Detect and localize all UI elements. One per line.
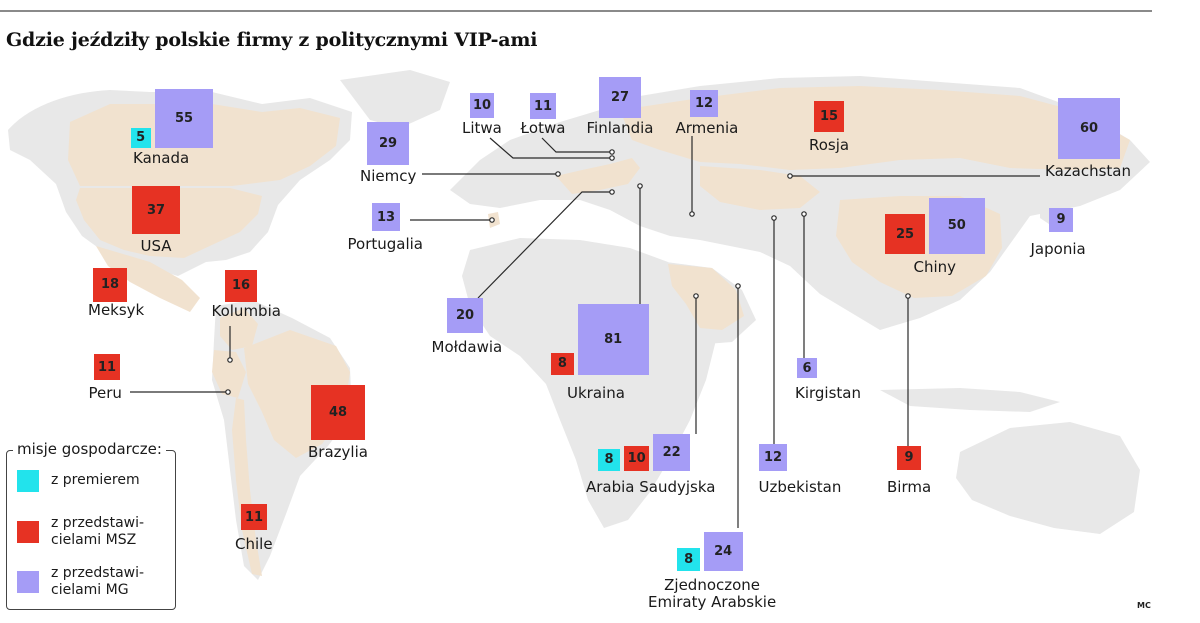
legend-swatch-prem <box>17 470 39 492</box>
dot-litwa <box>609 155 615 161</box>
land-greenland <box>340 70 450 128</box>
dot-zea <box>735 283 741 289</box>
hl-europa <box>556 158 640 194</box>
dot-arabia <box>693 293 699 299</box>
marker-moldawia-mg: 20 <box>447 298 483 334</box>
marker-lotwa-mg: 11 <box>529 93 557 120</box>
dot-birma <box>905 293 911 299</box>
marker-arabia-saudyjska-msz: 10 <box>624 446 650 472</box>
country-label-kazachstan: Kazachstan <box>1045 162 1131 180</box>
marker-brazylia-msz: 48 <box>310 385 366 440</box>
country-label-kolumbia: Kolumbia <box>211 302 281 320</box>
marker-usa-msz: 37 <box>131 186 181 235</box>
legend: misje gospodarcze: z premierem z przedst… <box>6 440 176 610</box>
legend-title: misje gospodarcze: <box>13 440 166 458</box>
country-label-chiny: Chiny <box>913 258 957 276</box>
dot-kolumbia <box>227 357 233 363</box>
land-africa <box>462 238 716 528</box>
marker-kolumbia-msz: 16 <box>225 270 257 302</box>
legend-swatch-msz <box>17 521 39 543</box>
dot-kirgistan <box>801 211 807 217</box>
marker-meksyk-msz: 18 <box>93 268 127 302</box>
hl-meksyk <box>96 246 200 312</box>
leader-lotwa <box>541 137 612 153</box>
country-label-peru: Peru <box>88 384 122 402</box>
marker-finlandia-mg: 27 <box>599 77 641 119</box>
country-label-meksyk: Meksyk <box>88 301 145 319</box>
country-label-uzbekistan: Uzbekistan <box>758 478 842 496</box>
country-label-moldawia: Mołdawia <box>431 338 503 356</box>
marker-chiny-msz: 25 <box>885 214 925 254</box>
dot-armenia <box>689 211 695 217</box>
marker-litwa-mg: 10 <box>469 93 495 118</box>
credit: MC <box>1137 601 1151 610</box>
marker-kanada-mg: 55 <box>154 89 214 148</box>
dot-peru <box>225 389 231 395</box>
country-label-arabia-saudyjska: Arabia Saudyjska <box>586 478 716 496</box>
marker-chile-msz: 11 <box>240 504 268 531</box>
marker-zjednoczone-emiraty-arabskie-prem: 8 <box>677 548 700 571</box>
country-label-kirgistan: Kirgistan <box>795 384 861 402</box>
dot-kazachstan <box>787 173 793 179</box>
dot-moldawia <box>609 189 615 195</box>
marker-chiny-mg: 50 <box>928 198 985 254</box>
country-label-zjednoczone-emiraty-arabskie: Zjednoczone Emiraty Arabskie <box>648 576 777 611</box>
hl-arabia-saudyjska <box>668 264 744 330</box>
marker-portugalia-mg: 13 <box>371 203 401 232</box>
dot-niemcy <box>555 171 561 177</box>
dot-uzbekistan <box>771 215 777 221</box>
country-label-litwa: Litwa <box>462 119 502 137</box>
marker-birma-msz: 9 <box>897 446 921 470</box>
hl-rosja <box>620 86 1130 170</box>
top-rule <box>0 10 1152 12</box>
marker-niemcy-mg: 29 <box>366 122 410 165</box>
country-label-chile: Chile <box>235 535 273 553</box>
marker-kirgistan-mg: 6 <box>797 358 817 378</box>
land-australia <box>956 422 1140 534</box>
dot-portugalia <box>489 217 495 223</box>
country-label-rosja: Rosja <box>809 136 850 154</box>
marker-arabia-saudyjska-prem: 8 <box>597 448 621 472</box>
country-label-usa: USA <box>140 237 172 255</box>
country-label-birma: Birma <box>887 478 932 496</box>
marker-ukraina-mg: 81 <box>577 304 649 376</box>
marker-ukraina-msz: 8 <box>551 352 574 376</box>
country-label-finlandia: Finlandia <box>586 119 654 137</box>
marker-rosja-msz: 15 <box>813 101 845 132</box>
marker-peru-msz: 11 <box>93 354 121 381</box>
marker-uzbekistan-mg: 12 <box>759 444 787 472</box>
country-label-kanada: Kanada <box>133 149 190 167</box>
legend-label-prem: z premierem <box>51 472 140 488</box>
legend-swatch-mg <box>17 571 39 593</box>
leader-moldawia <box>477 191 612 299</box>
country-label-armenia: Armenia <box>675 119 739 137</box>
legend-label-msz: z przedstawi- cielami MSZ <box>51 515 145 548</box>
leader-litwa <box>489 137 612 159</box>
country-label-japonia: Japonia <box>1030 240 1086 258</box>
leader-lines <box>130 136 1040 528</box>
country-label-lotwa: Łotwa <box>520 119 566 137</box>
dot-lotwa <box>609 149 615 155</box>
legend-label-mg: z przedstawi- cielami MG <box>51 565 145 598</box>
country-label-niemcy: Niemcy <box>360 167 417 185</box>
map-title: Gdzie jeździły polskie firmy z polityczn… <box>6 29 538 51</box>
marker-armenia-mg: 12 <box>690 90 718 118</box>
country-label-ukraina: Ukraina <box>567 384 625 402</box>
country-label-portugalia: Portugalia <box>347 235 423 253</box>
hl-peru <box>212 350 246 398</box>
hl-chile <box>232 398 262 576</box>
land-indonesia <box>880 388 1060 412</box>
marker-arabia-saudyjska-mg: 22 <box>653 434 691 472</box>
marker-kanada-prem: 5 <box>130 127 151 148</box>
country-label-brazylia: Brazylia <box>308 443 368 461</box>
leader-dots <box>225 149 911 395</box>
marker-japonia-mg: 9 <box>1049 208 1073 232</box>
marker-kazachstan-mg: 60 <box>1058 98 1120 160</box>
marker-zjednoczone-emiraty-arabskie-mg: 24 <box>703 532 743 571</box>
dot-ukraina <box>637 183 643 189</box>
